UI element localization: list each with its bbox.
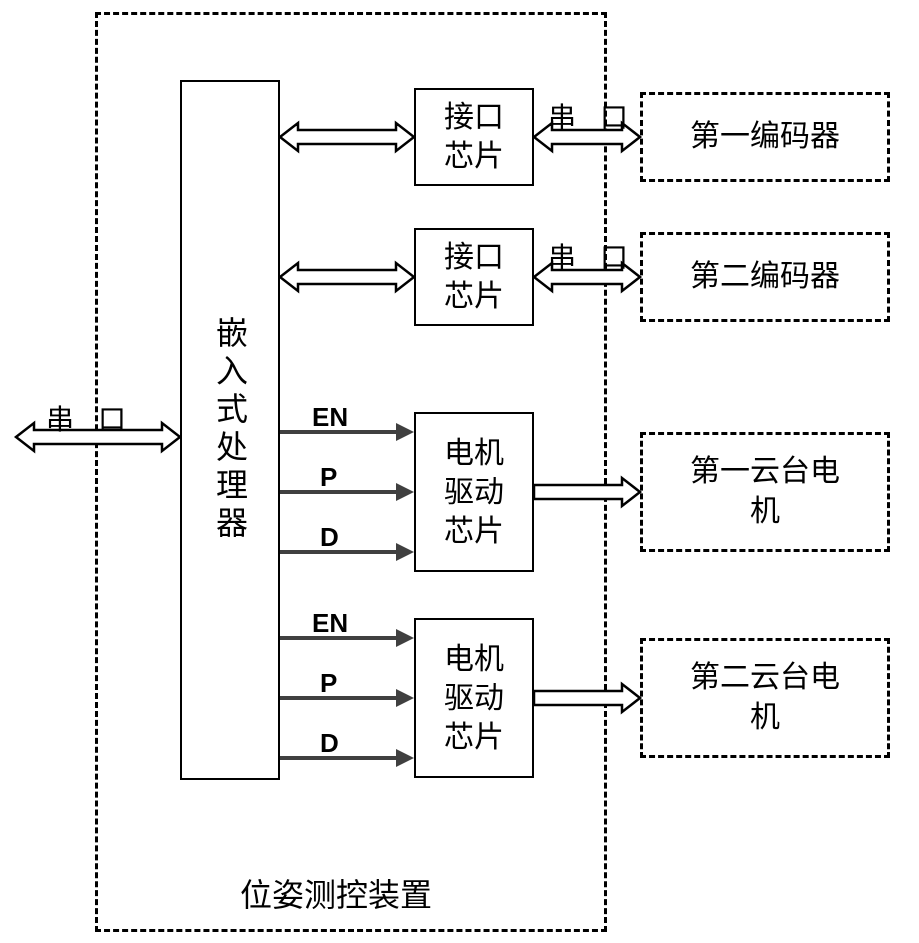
processor-block: 嵌入式处理器 bbox=[180, 80, 280, 780]
arrow-d2 bbox=[280, 746, 414, 770]
block-if2: 接口芯片 bbox=[414, 228, 534, 326]
arrow-label-if2_enc2: 串口 bbox=[548, 236, 652, 276]
block-enc1: 第一编码器 bbox=[640, 92, 890, 182]
signal-label-p2: P bbox=[320, 668, 337, 699]
arrow-p1 bbox=[280, 480, 414, 504]
block-if1: 接口芯片 bbox=[414, 88, 534, 186]
signal-label-p1: P bbox=[320, 462, 337, 493]
arrow-label-ser_left: 串口 bbox=[46, 398, 150, 438]
block-drv1: 电机驱动芯片 bbox=[414, 412, 534, 572]
signal-label-d2: D bbox=[320, 728, 339, 759]
caption: 位姿测控装置 bbox=[240, 870, 432, 916]
arrow-label-if1_enc1: 串口 bbox=[548, 96, 652, 136]
block-mot2: 第二云台电机 bbox=[640, 638, 890, 758]
signal-label-en2: EN bbox=[312, 608, 348, 639]
arrow-d1 bbox=[280, 540, 414, 564]
block-drv2: 电机驱动芯片 bbox=[414, 618, 534, 778]
arrow-drv2_m2 bbox=[534, 678, 640, 718]
signal-label-en1: EN bbox=[312, 402, 348, 433]
diagram-canvas: 嵌入式处理器接口芯片接口芯片电机驱动芯片电机驱动芯片第一编码器第二编码器第一云台… bbox=[0, 0, 919, 943]
arrow-drv1_m1 bbox=[534, 472, 640, 512]
arrow-p_if1 bbox=[280, 117, 414, 157]
processor-label: 嵌入式处理器 bbox=[207, 316, 253, 544]
block-enc2: 第二编码器 bbox=[640, 232, 890, 322]
arrow-p2 bbox=[280, 686, 414, 710]
signal-label-d1: D bbox=[320, 522, 339, 553]
arrow-p_if2 bbox=[280, 257, 414, 297]
block-mot1: 第一云台电机 bbox=[640, 432, 890, 552]
